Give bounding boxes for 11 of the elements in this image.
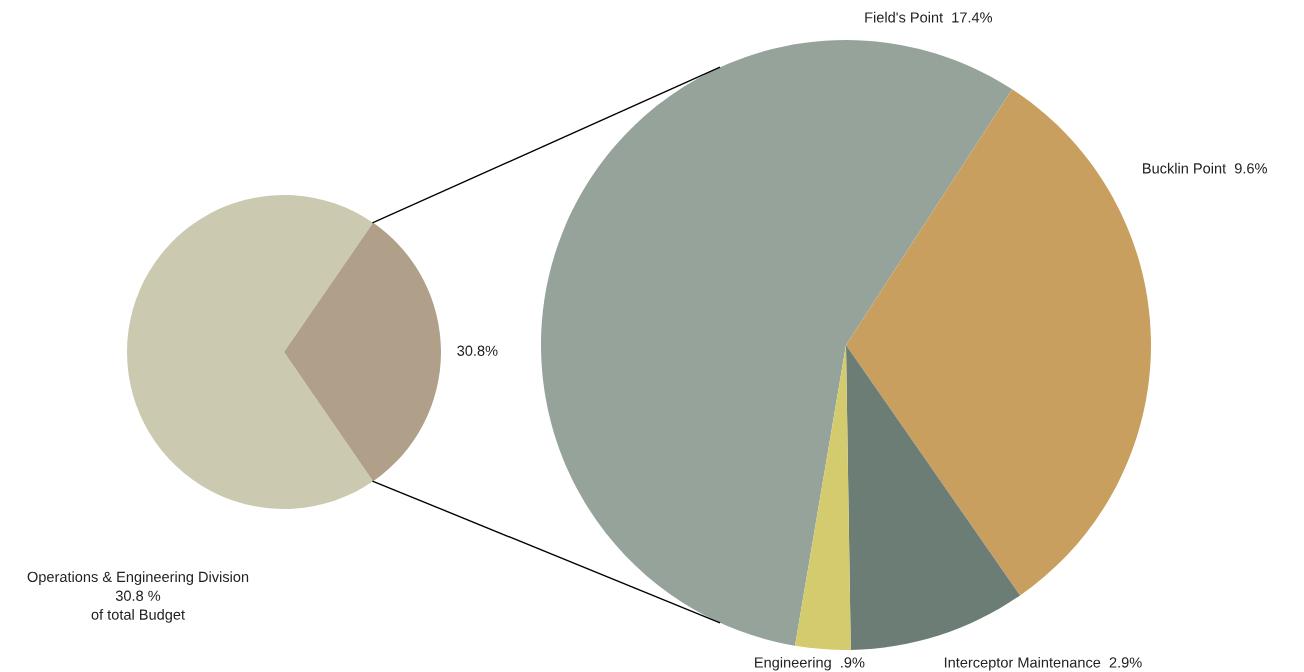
slice-label: Bucklin Point 9.6% bbox=[1143, 162, 1267, 174]
slice-label: Field's Point 17.4% bbox=[865, 11, 993, 23]
pie-slice bbox=[541, 40, 1013, 646]
pie-slice bbox=[795, 345, 851, 650]
text: Operations & Engineering Division 30.8 % of total Budget bbox=[27, 571, 249, 623]
pie-slice bbox=[127, 195, 374, 509]
pie-slice bbox=[846, 345, 1021, 650]
pie-slice bbox=[284, 222, 441, 482]
slice-label: Engineering .9% bbox=[755, 656, 865, 671]
data-label: 30.8% bbox=[457, 345, 498, 356]
slice-label: Interceptor Maintenance 2.9% bbox=[944, 656, 1142, 671]
